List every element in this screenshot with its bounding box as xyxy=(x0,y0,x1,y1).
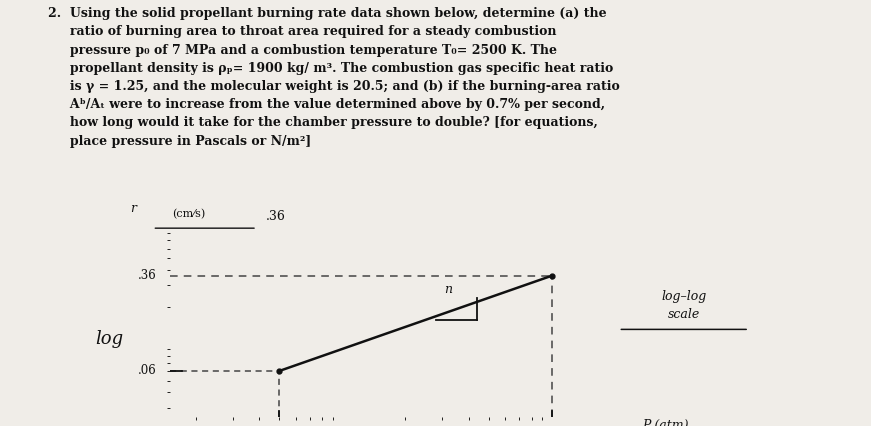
Text: (cm⁄s): (cm⁄s) xyxy=(172,210,206,220)
Text: log: log xyxy=(95,330,123,348)
Text: log–log
scale: log–log scale xyxy=(661,290,706,320)
Text: .36: .36 xyxy=(138,269,157,282)
Text: .36: .36 xyxy=(266,210,286,222)
Text: P (atm): P (atm) xyxy=(643,418,689,426)
Text: n: n xyxy=(444,283,452,296)
Text: r: r xyxy=(130,202,136,215)
Text: .06: .06 xyxy=(138,365,157,377)
Text: 2.  Using the solid propellant burning rate data shown below, determine (a) the
: 2. Using the solid propellant burning ra… xyxy=(48,7,619,147)
